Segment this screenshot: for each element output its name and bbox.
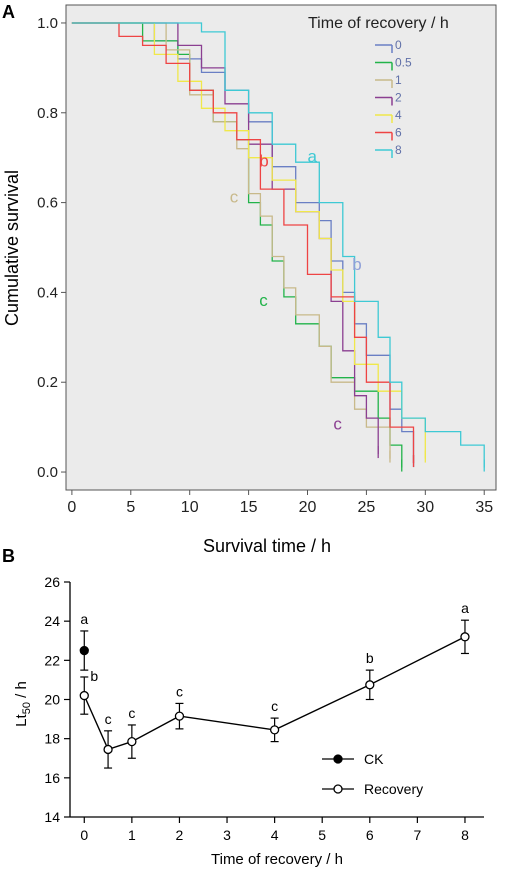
panel-b-x-tick-label: 5 <box>318 827 326 843</box>
panel-b-recovery-point <box>365 680 375 690</box>
panel-b-x-tick-label: 8 <box>461 827 469 843</box>
panel-b-recovery-significance-label: c <box>128 705 135 721</box>
panel-a-x-tick-label: 5 <box>126 499 135 516</box>
panel-a-legend-label: 1 <box>395 73 402 87</box>
panel-b-y-tick-label: 22 <box>44 652 60 668</box>
panel-a-significance-label: b <box>259 152 268 171</box>
panel-a-legend-label: 2 <box>395 91 402 105</box>
panel-b-recovery-point <box>79 690 89 701</box>
panel-b-x-tick-label: 3 <box>223 827 231 843</box>
panel-b-x-tick-label: 1 <box>128 827 136 843</box>
panel-b-recovery-point <box>103 744 113 755</box>
panel-b-x-tick-label: 6 <box>366 827 374 843</box>
panel-b-recovery-significance-label: c <box>105 711 112 727</box>
panel-a-y-tick-label: 0.6 <box>37 195 58 212</box>
panel-b-recovery-point <box>174 711 185 721</box>
panel-a-plot-frame <box>65 4 497 491</box>
panel-a-x-tick-label: 30 <box>416 499 434 516</box>
panel-b-x-tick-label: 4 <box>271 827 279 843</box>
panel-b-legend-marker <box>333 754 343 764</box>
panel-b-recovery-point <box>460 632 470 642</box>
panel-b-x-axis-label: Time of recovery / h <box>211 851 343 868</box>
panel-a-letter: A <box>2 2 15 22</box>
panel-b-x-tick-label: 2 <box>176 827 184 843</box>
panel-a-legend-label: 8 <box>395 143 402 157</box>
panel-a-legend-label: 0 <box>395 38 402 52</box>
panel-a-x-tick-label: 0 <box>67 499 76 516</box>
panel-a-x-tick-label: 10 <box>181 499 199 516</box>
panel-b-y-tick-label: 14 <box>44 809 60 825</box>
panel-a-significance-label: a <box>308 147 318 166</box>
panel-a-x-axis-label: Survival time / h <box>203 536 331 556</box>
panel-a-x-tick-label: 35 <box>475 499 493 516</box>
panel-b-legend-label: CK <box>364 751 384 767</box>
panel-b-recovery-significance-label: b <box>366 650 374 666</box>
panel-b-x-tick-label: 7 <box>413 827 421 843</box>
panel-b-ck-significance-label: a <box>80 611 88 627</box>
panel-a-x-tick-label: 20 <box>299 499 317 516</box>
panel-b-legend-marker <box>333 784 343 794</box>
panel-b-legend-label: Recovery <box>364 781 423 797</box>
panel-a-series-line-8 <box>71 22 485 468</box>
panel-b-recovery-significance-label: c <box>271 698 278 714</box>
panel-b-recovery-point <box>269 725 280 735</box>
panel-a-significance-label: c <box>333 414 342 433</box>
panel-b-recovery-point <box>127 736 137 747</box>
panel-b-y-tick-label: 20 <box>44 692 60 708</box>
panel-a-significance-label: b <box>352 255 361 274</box>
panel-a-x-tick-label: 25 <box>358 499 376 516</box>
panel-b-ck-point <box>79 645 89 656</box>
panel-b-letter: B <box>2 546 15 566</box>
panel-a-x-tick-label: 15 <box>240 499 258 516</box>
panel-a-legend-label: 6 <box>395 126 402 140</box>
panel-a-y-tick-label: 0.8 <box>37 105 58 122</box>
panel-a-y-tick-label: 0.4 <box>37 284 58 301</box>
panel-a-y-axis-label: Cumulative survival <box>2 170 22 326</box>
panel-b-y-axis-label: Lt50 / h <box>13 681 33 727</box>
panel-a-y-tick-label: 0.2 <box>37 374 58 391</box>
panel-a-y-tick-label: 1.0 <box>37 15 58 32</box>
panel-a-series-line-6 <box>71 22 415 464</box>
panel-b-y-tick-label: 24 <box>44 613 60 629</box>
panel-b-x-tick-label: 0 <box>80 827 88 843</box>
panel-a-significance-label: c <box>230 188 239 207</box>
panel-a-legend-label: 0.5 <box>395 56 412 70</box>
panel-a-significance-label: c <box>259 291 268 310</box>
panel-a-chart: 0 5 10 15 20 25 30 350.00.20.40.60.81.0 abcbcc … <box>2 4 497 556</box>
panel-a-y-tick-label: 0.0 <box>37 464 58 481</box>
panel-b-y-tick-label: 26 <box>44 574 60 590</box>
panel-b-y-tick-label: 16 <box>44 770 60 786</box>
panel-b-recovery-significance-label: c <box>176 683 183 699</box>
panel-a-series-line-4 <box>71 22 426 459</box>
panel-a-legend-label: 4 <box>395 108 402 122</box>
panel-b-y-tick-label: 18 <box>44 731 60 747</box>
panel-a-legend-title: Time of recovery / h <box>308 15 449 32</box>
panel-b-recovery-significance-label: a <box>461 600 469 616</box>
panel-b-recovery-significance-label: b <box>90 668 98 684</box>
